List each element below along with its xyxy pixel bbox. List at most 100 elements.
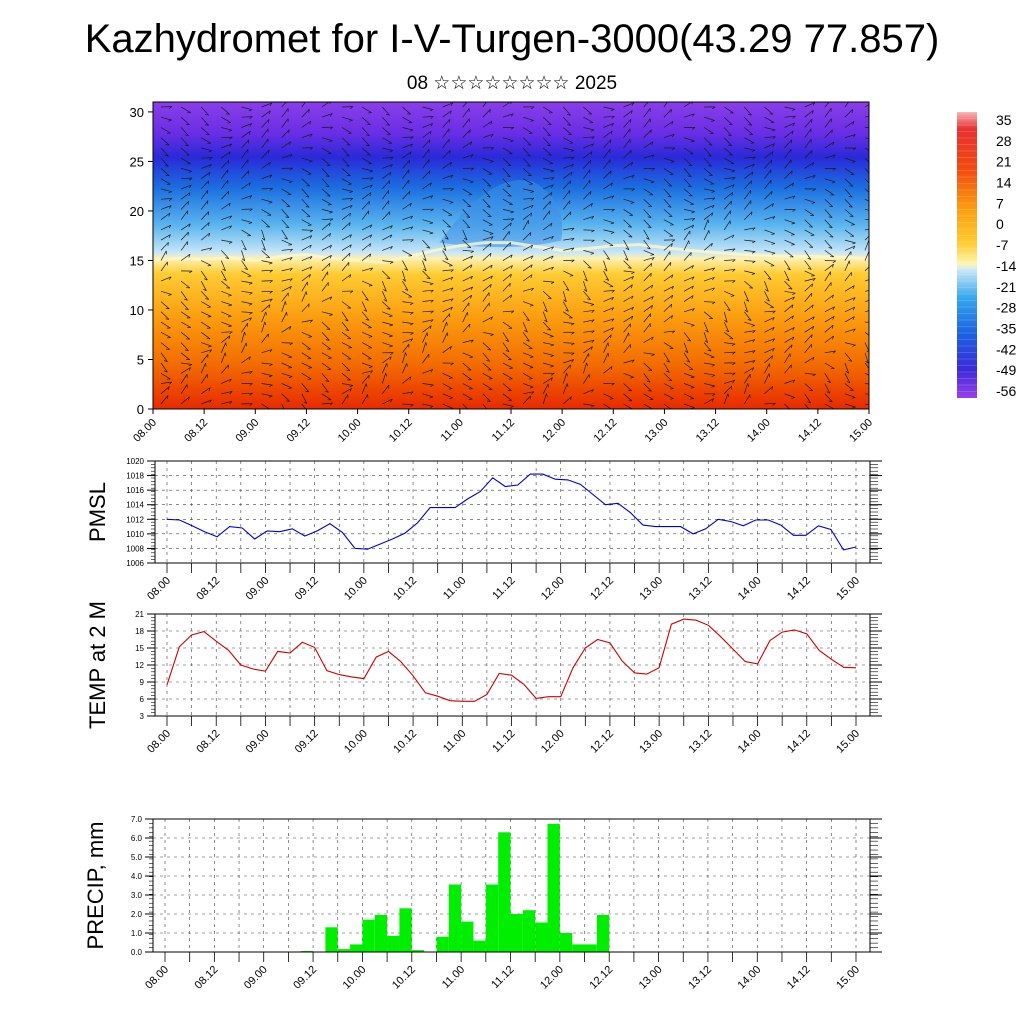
wind-barb — [623, 270, 635, 273]
wind-barb-head — [550, 170, 555, 173]
wind-barb — [623, 295, 634, 302]
wind-barb — [723, 210, 731, 220]
x-tick-label: 09.00 — [244, 728, 272, 756]
wind-barb — [200, 116, 209, 126]
wind-barb — [804, 372, 816, 375]
wind-barb — [864, 310, 869, 313]
wind-barb-head — [812, 374, 816, 377]
wind-barb — [804, 383, 814, 392]
wind-barb-head — [450, 174, 454, 179]
wind-barb-head — [510, 211, 514, 214]
wind-barb — [221, 136, 233, 139]
wind-barb — [743, 291, 750, 302]
wind-barb-head — [228, 325, 232, 328]
wind-barb-head — [752, 339, 756, 343]
wind-barb — [201, 301, 211, 308]
wind-barb — [180, 137, 189, 147]
wind-barb-head — [708, 230, 710, 234]
wind-barb — [321, 233, 331, 241]
wind-barb-head — [188, 170, 192, 173]
wind-barb — [643, 198, 653, 207]
wind-barb-head — [571, 259, 575, 263]
wind-barb — [583, 374, 590, 384]
wind-barb-head — [269, 188, 273, 191]
wind-barb — [804, 356, 815, 364]
wind-barb-head — [631, 307, 634, 311]
wind-barb — [160, 198, 173, 200]
wind-barb — [221, 151, 231, 159]
wind-barb — [542, 393, 547, 405]
wind-barb-head — [430, 116, 434, 119]
wind-barb — [824, 239, 833, 249]
wind-barb — [844, 239, 856, 244]
wind-barb-head — [449, 201, 454, 204]
wind-barb — [824, 335, 834, 343]
wind-barb — [683, 188, 693, 197]
wind-barb-head — [866, 350, 869, 353]
wind-barb — [563, 342, 575, 344]
wind-barb — [603, 296, 614, 302]
wind-barb — [683, 332, 691, 342]
wind-barb-head — [732, 362, 736, 366]
wind-barb-head — [583, 289, 588, 292]
wind-barb — [442, 119, 451, 128]
wind-barb-head — [611, 123, 614, 127]
wind-barb-head — [165, 174, 170, 177]
wind-barb-head — [506, 175, 511, 178]
wind-barb — [341, 274, 352, 282]
wind-barb-head — [529, 386, 534, 389]
wind-barb — [643, 352, 655, 355]
wind-barb — [724, 342, 736, 345]
wind-barb-head — [248, 131, 251, 135]
wind-barb — [160, 147, 169, 157]
wind-barb — [341, 383, 353, 386]
wind-barb — [462, 275, 473, 282]
wind-barb-head — [731, 234, 735, 239]
wind-barb-head — [732, 380, 735, 384]
wind-barb-head — [873, 218, 876, 220]
wind-barb — [341, 252, 351, 261]
freezing-level-line — [153, 241, 869, 264]
wind-barb — [361, 394, 368, 405]
wind-barb-head — [168, 191, 172, 194]
wind-barb-head — [712, 204, 715, 209]
wind-barb-head — [812, 316, 815, 321]
wind-barb-head — [429, 232, 434, 235]
wind-barb — [502, 321, 513, 329]
wind-barb — [241, 331, 245, 343]
wind-barb — [824, 373, 831, 383]
wind-barb — [764, 191, 773, 200]
wind-barb — [362, 168, 373, 172]
wind-barb — [361, 331, 373, 337]
wind-barb-head — [648, 369, 652, 371]
wind-barb-head — [707, 154, 712, 157]
wind-barb-head — [651, 257, 655, 261]
wind-barb — [784, 260, 791, 271]
wind-barb-head — [429, 170, 431, 175]
wind-barb-head — [165, 318, 170, 320]
wind-barb — [522, 157, 531, 167]
wind-barb-head — [450, 269, 454, 273]
wind-barb — [623, 118, 632, 128]
wind-barb — [864, 103, 869, 108]
wind-barb — [482, 264, 493, 272]
wind-barb-head — [185, 144, 189, 147]
wind-barb-head — [590, 346, 593, 350]
wind-barb-head — [466, 216, 471, 218]
wind-barb — [744, 239, 756, 242]
wind-barb-head — [222, 268, 226, 272]
wind-barb — [201, 311, 212, 317]
wind-barb — [563, 106, 571, 116]
wind-barb-head — [630, 150, 632, 154]
wind-barb-head — [590, 191, 592, 195]
wind-barb-head — [409, 151, 412, 156]
wind-barb — [744, 147, 756, 151]
wind-barb — [160, 250, 167, 261]
wind-barb — [643, 188, 654, 196]
wind-barb-head — [489, 160, 494, 163]
wind-barb-head — [651, 305, 653, 309]
wind-barb — [221, 215, 232, 221]
wind-barb-head — [288, 181, 293, 184]
wind-barb-head — [731, 192, 734, 196]
